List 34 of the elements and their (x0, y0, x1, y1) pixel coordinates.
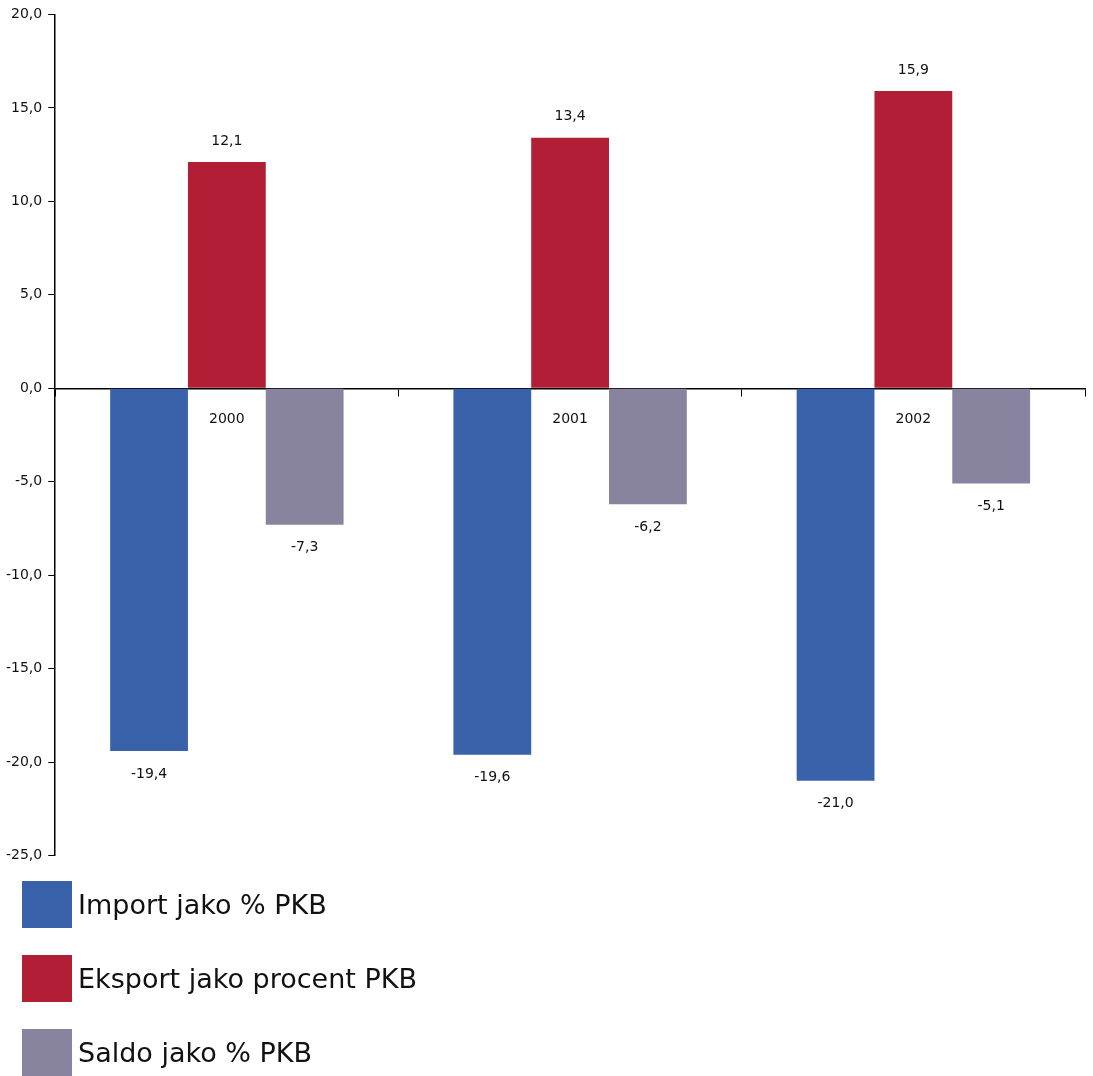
x-tick-label: 2000 (209, 410, 245, 427)
bar (609, 388, 687, 505)
x-tick-label: 2001 (552, 410, 588, 427)
data-label: -19,4 (130, 764, 168, 781)
y-tick-label: 0,0 (19, 378, 43, 395)
bar (952, 388, 1031, 484)
y-tick-label: -5,0 (14, 472, 43, 489)
data-label: -5,1 (977, 497, 1005, 514)
y-tick-label: -20,0 (5, 752, 43, 769)
bar (187, 162, 266, 388)
data-label: 15,9 (897, 60, 929, 77)
legend-label: Eksport jako procent PKB (78, 962, 417, 994)
y-tick-label: -15,0 (5, 659, 43, 676)
bar (874, 91, 953, 388)
bar (796, 388, 875, 781)
data-label: 13,4 (554, 107, 586, 124)
y-tick-label: -10,0 (5, 565, 43, 582)
y-tick-label: 5,0 (19, 285, 43, 302)
data-label: -21,0 (817, 794, 854, 811)
y-tick-label: 10,0 (11, 191, 43, 208)
data-label: -7,3 (290, 538, 319, 555)
bar (265, 388, 344, 525)
y-tick-label: 15,0 (11, 98, 43, 115)
legend-label: Import jako % PKB (78, 888, 327, 920)
bar (110, 388, 188, 751)
bar (453, 388, 532, 755)
bar (531, 137, 610, 388)
legend-label: Saldo jako % PKB (78, 1036, 312, 1068)
y-tick-label: -25,0 (5, 846, 43, 863)
data-label: -6,2 (634, 517, 662, 534)
data-label: 12,1 (211, 131, 243, 148)
x-tick-label: 2002 (895, 410, 932, 427)
data-label: -19,6 (474, 768, 511, 785)
y-tick-label: 20,0 (11, 5, 43, 22)
